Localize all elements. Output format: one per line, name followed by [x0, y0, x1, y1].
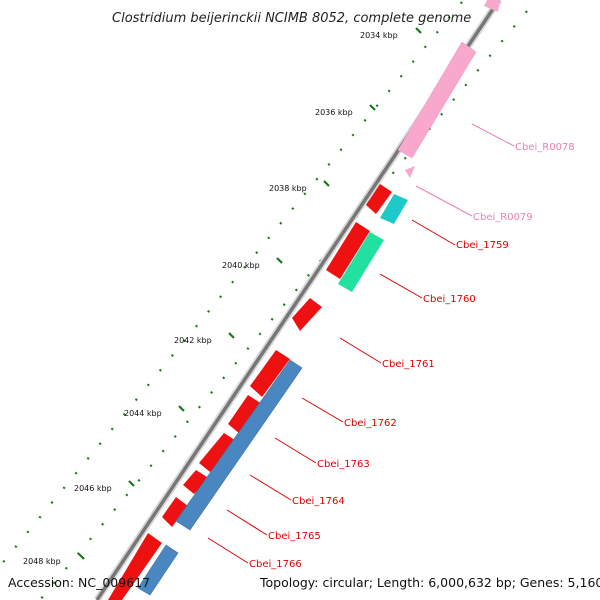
cds-red[interactable] — [199, 433, 238, 472]
axis-labels: 2034 kbp 2036 kbp 2038 kbp 2040 kbp 2042… — [23, 31, 398, 566]
feature-cbei-1759[interactable] — [380, 194, 408, 224]
kbp-tick-mark — [323, 180, 330, 187]
cds-blue[interactable] — [137, 544, 179, 596]
label-cbei-1764: Cbei_1764 — [292, 496, 345, 507]
cds-red[interactable] — [366, 184, 392, 214]
cds-red[interactable] — [250, 350, 290, 397]
axis-label: 2036 kbp — [315, 108, 353, 117]
cds-red[interactable] — [326, 222, 370, 279]
label-cbei-1765: Cbei_1765 — [268, 531, 321, 542]
cds-red[interactable] — [108, 533, 162, 600]
axis-label: 2040 kbp — [222, 261, 260, 270]
label-cbei-1760: Cbei_1760 — [423, 294, 476, 305]
kbp-tick-mark — [276, 257, 283, 264]
label-cbei-1761: Cbei_1761 — [382, 359, 435, 370]
cds-red[interactable] — [183, 470, 210, 494]
summary-text: Topology: circular; Length: 6,000,632 bp… — [259, 575, 600, 590]
kbp-tick-mark — [178, 405, 185, 412]
feature-cbei-r0079[interactable] — [405, 166, 415, 178]
kbp-tick-mark — [415, 27, 422, 34]
kbp-tick-mark — [369, 104, 376, 111]
label-cbei-r0079: Cbei_R0079 — [473, 212, 533, 223]
axis-label: 2038 kbp — [269, 184, 307, 193]
axis-label: 2042 kbp — [174, 336, 212, 345]
label-cbei-1763: Cbei_1763 — [317, 459, 370, 470]
axis-label: 2044 kbp — [124, 409, 162, 418]
label-cbei-1759: Cbei_1759 — [456, 240, 509, 251]
feature-cbei-r0078[interactable] — [397, 41, 477, 159]
axis-label: 2034 kbp — [360, 31, 398, 40]
outer-tick-guide — [39, 10, 528, 600]
cds-red[interactable] — [228, 395, 262, 434]
kbp-ticks — [78, 27, 422, 560]
cds-blue[interactable] — [175, 359, 303, 531]
inner-tick-guide — [0, 1, 463, 567]
label-cbei-1766: Cbei_1766 — [249, 559, 302, 570]
feature-labels: Cbei_R0078 Cbei_R0079 Cbei_1759 Cbei_176… — [207, 123, 575, 570]
label-cbei-1762: Cbei_1762 — [344, 418, 397, 429]
feature-cbei-1760[interactable] — [338, 232, 384, 292]
feature-pink-top[interactable] — [484, 0, 500, 12]
axis-label: 2046 kbp — [74, 484, 112, 493]
axis-label: 2048 kbp — [23, 557, 61, 566]
kbp-tick-mark — [228, 332, 235, 339]
map-title: Clostridium beijerinckii NCIMB 8052, com… — [112, 11, 471, 26]
cds-red[interactable] — [162, 497, 188, 527]
cds-red[interactable] — [292, 298, 322, 331]
kbp-tick-mark — [128, 480, 135, 487]
kbp-tick-mark — [78, 553, 85, 560]
label-cbei-r0078: Cbei_R0078 — [515, 142, 575, 153]
accession-text: Accession: NC_009617 — [8, 575, 150, 590]
